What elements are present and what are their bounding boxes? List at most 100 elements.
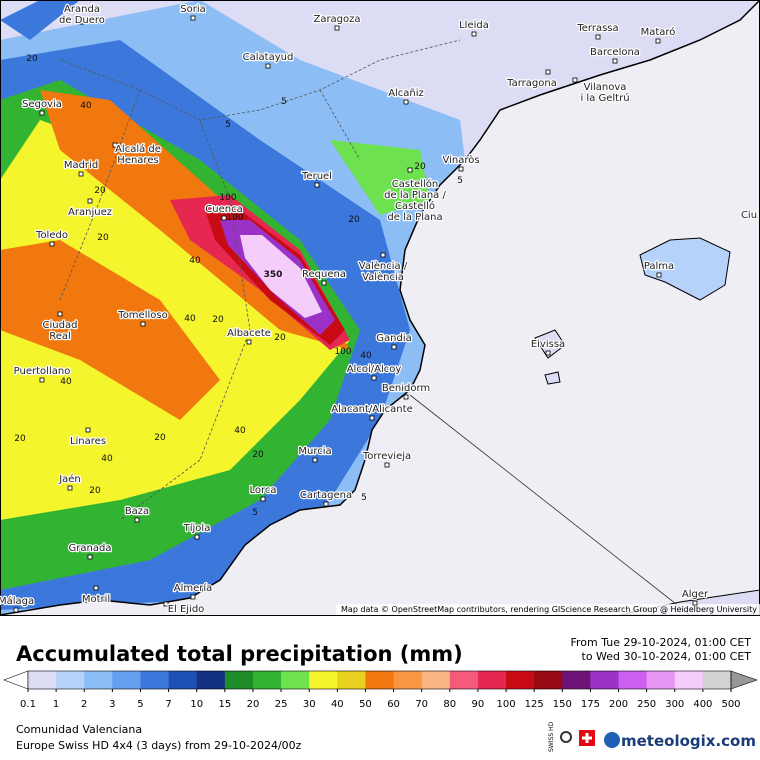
colorbar-tick-label: 175: [581, 699, 600, 710]
colorbar-segment: [449, 671, 479, 689]
city-dot: [407, 167, 413, 173]
city-dot: [49, 241, 55, 247]
city-dot: [260, 496, 266, 502]
colorbar-segment: [702, 671, 732, 689]
contour-label: 20: [94, 186, 106, 196]
mallorca: [639, 237, 731, 301]
ibiza: [534, 329, 566, 359]
contour-label: 100: [226, 213, 243, 223]
city-label: Puertollano: [14, 366, 71, 377]
city-label: Tomelloso: [117, 310, 167, 321]
city-dot: [380, 252, 386, 258]
city-label: Vinaròs: [442, 154, 479, 166]
colorbar-tick-label: 1: [53, 699, 59, 710]
city-label: Cuenca: [205, 204, 242, 215]
city-dot: [384, 462, 390, 468]
city-dot: [334, 25, 340, 31]
city-dot: [140, 321, 146, 327]
city-label: Eivissa: [531, 339, 565, 350]
formentera: [544, 371, 561, 385]
colorbar-segment: [534, 671, 563, 689]
contour-label: 5: [225, 120, 231, 130]
city-dot: [655, 38, 661, 44]
city-label: Cartagena: [300, 490, 352, 501]
city-label: Granada: [69, 543, 112, 554]
colorbar-tick-label: 500: [721, 699, 740, 710]
colorbar-segment: [646, 671, 676, 689]
colorbar-segment: [590, 671, 620, 689]
city-label: Palma: [644, 261, 674, 272]
model: Europe Swiss HD 4x4 (3 days) from 29-10-…: [16, 739, 302, 752]
city-label: Castelló: [395, 200, 435, 212]
city-label: Real: [49, 331, 71, 342]
city-label: El Ejido: [168, 604, 205, 615]
colorbar-segment: [140, 671, 170, 689]
contour-label: 40: [189, 256, 201, 266]
city-dot: [190, 15, 196, 21]
contour-label: 20: [14, 434, 26, 444]
city-label: València /: [359, 260, 408, 272]
colorbar-tick-label: 25: [275, 699, 288, 710]
contour-label: 20: [89, 486, 101, 496]
contour-label: 20: [414, 162, 426, 172]
contour-label: 5: [281, 97, 287, 107]
city-label: Almería: [174, 582, 213, 594]
contour-label: 100: [219, 193, 236, 203]
city-label: Alcañiz: [388, 88, 424, 99]
city-dot: [321, 280, 327, 286]
city-label: Tíjola: [183, 522, 211, 534]
colorbar-tick-label: 20: [247, 699, 260, 710]
city-label: Henares: [117, 155, 158, 166]
colorbar-under: [3, 670, 29, 690]
city-label: Tarragona: [506, 78, 557, 89]
city-label: Soria: [180, 4, 205, 15]
colorbar-tick-label: 80: [443, 699, 456, 710]
attribution-bg: [336, 604, 760, 615]
city-dot: [371, 375, 377, 381]
colorbar-over: [730, 670, 758, 690]
city-dot: [612, 58, 618, 64]
colorbar-segment: [477, 671, 507, 689]
city-dot: [458, 166, 464, 172]
colorbar-tick-label: 90: [472, 699, 485, 710]
city-label: Albacete: [227, 328, 271, 339]
contour-label: 5: [252, 508, 258, 518]
city-dot: [221, 215, 227, 221]
city-dot: [78, 171, 84, 177]
city-dot: [57, 311, 63, 317]
brand-logo: [604, 732, 620, 748]
colorbar-tick-label: 30: [303, 699, 316, 710]
city-dot: [112, 142, 118, 148]
colorbar-segment: [28, 671, 57, 689]
colorbar-tick-label: 150: [553, 699, 572, 710]
colorbar-segment: [84, 671, 113, 689]
city-dot: [39, 110, 45, 116]
colorbar-segment: [618, 671, 648, 689]
colorbar-tick-label: 200: [609, 699, 628, 710]
city-label: Toledo: [35, 230, 68, 241]
city-label: Vilanova: [584, 82, 627, 93]
city-label: Segovia: [22, 99, 62, 110]
city-dot: [93, 585, 99, 591]
city-label: Gandia: [376, 333, 411, 344]
colorbar-tick-label: 40: [331, 699, 344, 710]
contour-label: 5: [361, 493, 367, 503]
city-label: Zaragoza: [313, 14, 360, 25]
city-dot: [471, 31, 477, 37]
colorbar-tick-label: 2: [81, 699, 87, 710]
city-label: Motril: [82, 594, 110, 605]
contour-label: 20: [154, 433, 166, 443]
city-dot: [85, 427, 91, 433]
city-dot: [403, 99, 409, 105]
city-dot: [265, 63, 271, 69]
colorbar-segment: [309, 671, 338, 689]
colorbar-tick-label: 60: [387, 699, 400, 710]
city-label: Alacant/Alicante: [331, 404, 412, 415]
city-dot: [692, 600, 698, 606]
city-dot: [246, 339, 252, 345]
city-label: Lleida: [459, 20, 489, 31]
colorbar-tick-label: 400: [693, 699, 712, 710]
colorbar-segment: [421, 671, 451, 689]
city-label: i la Geltrú: [580, 92, 629, 104]
